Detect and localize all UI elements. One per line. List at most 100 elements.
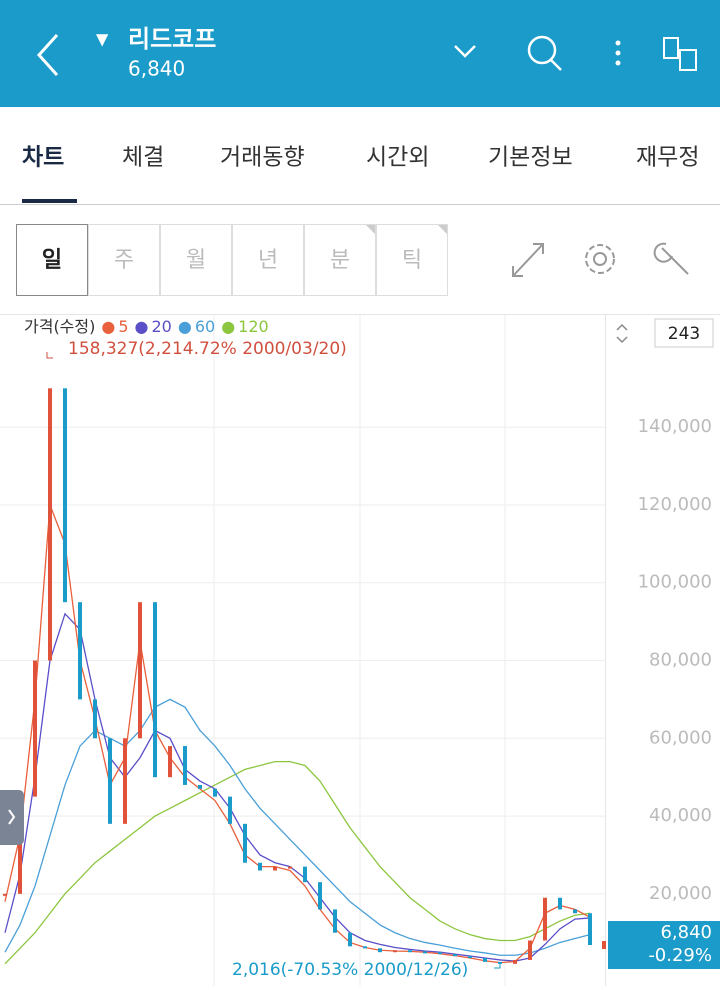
y-tick-label: 40,000 [649,805,712,826]
expand-button[interactable] [454,45,476,58]
candle [123,738,127,824]
tab-bar: 차트 체결 거래동향 시간외 기본정보 재무정 [22,145,699,171]
candle [528,940,532,960]
legend-label: 5 [118,317,128,336]
candle [93,699,97,739]
y-tick-label: 80,000 [649,650,712,671]
legend-label: 60 [195,317,215,336]
period-corner [366,225,375,234]
count-box[interactable] [654,318,714,348]
ma-line [4,760,591,965]
legend-dot: ● [135,317,149,336]
candle [438,952,442,955]
legend-dot: ● [178,317,192,336]
candle [303,866,307,883]
period-label: 월 [186,248,206,273]
stock-price: 6,840 [128,57,185,81]
ma-line [4,698,591,956]
legend: 가격(수정) ● 5 ● 20 ● 60 ● 120 [24,317,269,336]
candle [273,866,277,871]
y-tick-label: 60,000 [649,727,712,748]
plot: 20,000 40,000 60,000 80,000 100,000 120,000 14… [0,317,720,980]
candle [423,951,427,954]
legend-title: 가격(수정) [24,317,95,336]
candle [288,866,292,869]
period-label: 일 [42,248,62,273]
ma-line [4,504,591,964]
last-price-tick [602,941,606,950]
time-grid [213,315,506,986]
period-button[interactable] [304,224,376,296]
last-price-box [608,921,720,970]
period-count[interactable]: 243 [668,324,700,344]
y-tick-label: 140,000 [638,416,712,437]
tab[interactable]: 체결 [122,145,164,171]
stock-name[interactable]: 리드코프 [128,25,216,53]
candle [243,823,247,863]
candle [33,660,37,797]
search-button[interactable] [527,35,562,71]
tab[interactable]: 시간외 [366,145,429,171]
period-button[interactable] [376,224,448,296]
back-button[interactable] [36,33,59,77]
candle [48,388,52,661]
period-label: 분 [330,248,350,273]
y-tick-label: 100,000 [638,572,712,593]
candle [543,897,547,941]
period-button[interactable] [16,224,88,296]
tab[interactable]: 거래동향 [220,145,305,171]
candle [408,950,412,953]
settings-button[interactable] [585,244,615,274]
tab[interactable]: 재무정 [636,145,699,171]
tools-button[interactable] [653,242,689,275]
legend-dot: ● [101,317,115,336]
max-annotation: 158,327(2,214.72% 2000/03/20) [68,339,347,359]
candle [153,602,157,778]
candle [138,602,142,739]
candle [108,738,112,824]
candle [258,862,262,871]
candle [588,913,592,946]
y-tick-label: 20,000 [649,883,712,904]
candle [348,932,352,947]
candle [558,897,562,910]
candle [168,746,172,778]
period-button[interactable] [88,224,160,296]
min-annotation: 2,016(-70.53% 2000/12/26) [232,960,468,980]
change: -0.29% [648,945,712,966]
min-pointer [494,962,501,969]
candle [363,946,367,949]
last-price: 6,840 [660,922,712,943]
candle [213,788,217,797]
period-button[interactable] [232,224,304,296]
period-label: 주 [114,248,134,273]
candle [453,954,457,957]
candle [333,909,337,933]
period-button[interactable] [160,224,232,296]
candle [63,388,67,603]
window-button[interactable] [663,37,697,71]
tab[interactable]: 기본정보 [488,145,573,171]
app-bar [0,0,720,107]
candle [393,950,397,953]
tab[interactable]: 차트 [22,145,64,171]
fullscreen-button[interactable] [512,243,544,277]
more-button[interactable] [615,40,621,66]
max-pointer [46,352,53,359]
tab-underline [22,199,77,203]
candle [513,959,517,964]
period-label: 년 [258,248,278,273]
period-label: 틱 [402,248,422,273]
candle [483,958,487,962]
side-handle[interactable] [0,790,24,845]
candle [228,796,232,824]
period-corner [438,225,447,234]
candle [573,909,577,914]
candle [318,882,322,910]
candle [468,956,472,959]
dropdown-arrow[interactable]: ▼ [96,30,109,49]
scale-toggle[interactable] [616,323,628,344]
